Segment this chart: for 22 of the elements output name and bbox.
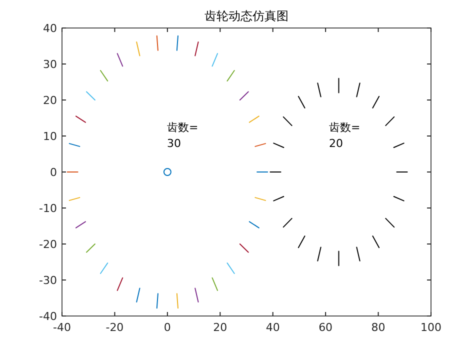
y-tick-label: 40 <box>43 22 57 35</box>
y-tick-label: 0 <box>50 166 57 179</box>
x-tick-label: 100 <box>420 321 442 334</box>
annotation: 30 <box>167 137 181 150</box>
x-tick-label: -40 <box>53 321 71 334</box>
x-tick-label: 40 <box>266 321 280 334</box>
annotation: 20 <box>329 137 343 150</box>
annotation: 齿数= <box>329 121 360 134</box>
annotation: 齿数= <box>167 121 198 134</box>
x-tick-label: -20 <box>106 321 124 334</box>
y-tick-label: -30 <box>39 274 57 287</box>
y-tick-label: 10 <box>43 130 57 143</box>
y-tick-label: -20 <box>39 238 57 251</box>
y-tick-label: 20 <box>43 94 57 107</box>
y-tick-label: -40 <box>39 310 57 323</box>
y-tick-label: 30 <box>43 58 57 71</box>
x-tick-label: 60 <box>318 321 333 334</box>
chart-title: 齿轮动态仿真图 <box>204 9 288 23</box>
x-tick-label: 80 <box>371 321 386 334</box>
x-tick-label: 0 <box>164 321 171 334</box>
x-tick-label: 20 <box>213 321 228 334</box>
y-tick-label: -10 <box>39 202 57 215</box>
